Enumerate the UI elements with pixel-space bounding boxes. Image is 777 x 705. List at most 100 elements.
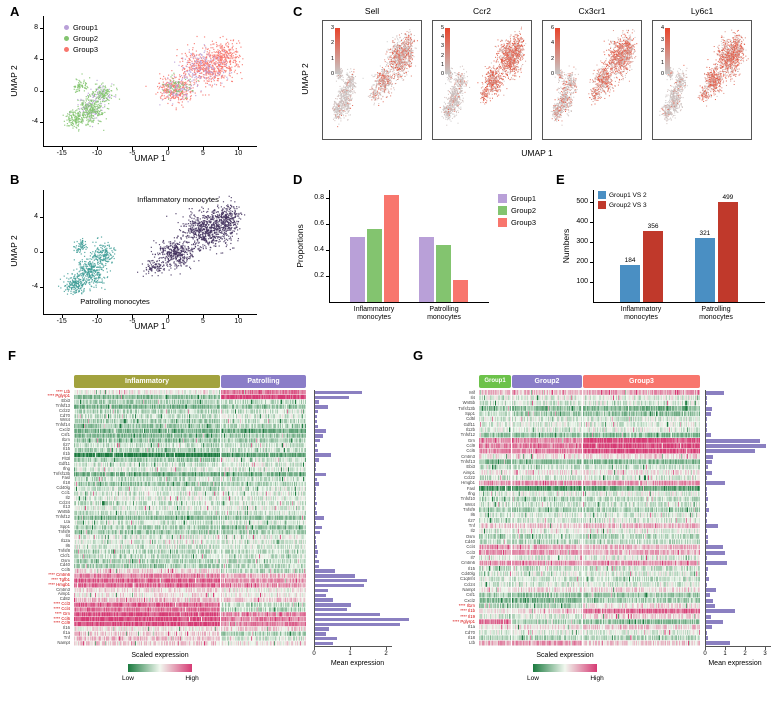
d-cat2-line2: monocytes: [427, 314, 461, 321]
mean-bar-f: [315, 617, 409, 622]
e-cat2-line2: monocytes: [699, 314, 733, 321]
f-legend-low-label: Low: [122, 675, 134, 682]
gene-label-f: Flt3l: [61, 456, 70, 462]
mean-bar-f: [315, 410, 318, 414]
d-legend-item-group1: Group1: [498, 194, 536, 203]
gene-label-f: Osm: [60, 557, 70, 563]
gene-label-g: Spp1: [464, 410, 475, 416]
mean-tick-g: [725, 647, 726, 650]
mean-bar-g: [706, 508, 709, 512]
gene-label-f: Wnt5b: [57, 509, 70, 515]
mean-tick-f: [350, 647, 351, 650]
colorbar-tick-label: 4: [440, 34, 444, 41]
mean-bar-f: [315, 593, 326, 597]
mean-bar-f: [315, 516, 324, 520]
colorbar-tick-label: 2: [440, 52, 444, 59]
mean-bar-f: [315, 448, 318, 453]
y-tick: [326, 197, 329, 199]
gene-label-f: Tnf: [63, 634, 70, 640]
y-tick-label: 0: [34, 86, 38, 94]
mean-tick-g: [765, 647, 766, 650]
gene-label-f: Ccl1: [61, 489, 70, 495]
g-header-group2: Group2: [512, 375, 582, 388]
mean-bar-f: [315, 540, 317, 544]
mean-bar-f: [315, 439, 321, 443]
d-legend-item-group3: Group3: [498, 218, 536, 227]
gene-label-f: Il18: [63, 480, 70, 486]
gene-label-g: Osm: [465, 533, 475, 539]
mean-tick-label-f: 1: [348, 651, 352, 657]
d-bar-group2: [366, 229, 382, 302]
mean-bar-f: [315, 632, 326, 636]
x-tick-label: -15: [56, 150, 67, 157]
mean-bar-g: [706, 465, 708, 470]
mean-tick-f: [386, 647, 387, 650]
gene-label-g: Cxcl2: [464, 597, 475, 603]
mean-bar-f: [315, 564, 319, 568]
feature-title-ccr2: Ccr2: [473, 6, 491, 16]
gene-label-f: Aimp1: [57, 591, 70, 597]
panel-label-a: A: [10, 4, 20, 19]
colorbar-tick-label: 3: [660, 36, 664, 43]
gene-label-g: Csf1: [466, 592, 475, 598]
mean-bar-f: [315, 434, 323, 438]
gene-label-g: Ccl6: [466, 448, 475, 454]
c-xlabel: UMAP 1: [521, 148, 553, 158]
y-tick-label: 0.8: [314, 193, 324, 201]
mean-bar-f: [315, 554, 318, 559]
d-category-inflammatory: Inflammatory monocytes: [334, 306, 414, 322]
y-tick-label: -4: [31, 118, 38, 126]
heatmap-f-canvas: [74, 390, 306, 646]
mean-axis-bottom-f: [314, 646, 392, 647]
colorbar-tick-label: 1: [330, 55, 334, 62]
mean-bar-g: [706, 449, 755, 454]
mean-bar-g: [706, 540, 708, 544]
e-bar-value: 321: [699, 229, 711, 237]
gene-label-g: Tnfsf9: [463, 506, 475, 512]
d-legend-label-group2: Group2: [511, 206, 537, 215]
y-tick: [40, 59, 43, 61]
mean-tick-g: [745, 647, 746, 650]
x-tick: [203, 315, 204, 318]
mean-bar-g: [706, 417, 707, 422]
mean-bar-f: [315, 550, 318, 554]
mean-bar-f: [315, 535, 316, 540]
e-cat1-line1: Inflammatory: [620, 306, 662, 313]
gene-label-g: Il12b: [465, 426, 475, 432]
mean-bar-f: [315, 453, 332, 457]
e-legend-label-1: Group1 VS 2: [609, 191, 647, 199]
gene-label-f: **** Cmtm6: [48, 572, 70, 578]
mean-bar-f: [315, 588, 328, 593]
mean-bar-f: [315, 472, 326, 477]
gene-label-f: **** Ccl9: [53, 620, 70, 626]
mean-bar-f: [315, 559, 320, 564]
y-tick: [40, 216, 43, 218]
y-tick: [590, 222, 593, 223]
gene-label-g: Il1a: [468, 624, 475, 630]
x-tick: [97, 147, 98, 150]
gene-label-g: **** Il19: [460, 613, 475, 619]
mean-bar-f: [315, 482, 320, 486]
f-mean-expression-label: Mean expression: [330, 660, 385, 667]
gene-label-g: Wnt5b: [462, 400, 475, 406]
x-tick: [132, 147, 134, 150]
colorbar-tick-label: 0: [660, 71, 664, 77]
d-bar-group3: [453, 279, 469, 302]
gene-label-f: Tnfsf13b: [53, 470, 70, 476]
panel-label-g: G: [413, 348, 424, 363]
gene-label-f: Wnt4: [59, 417, 70, 423]
y-tick-label: 500: [576, 198, 588, 205]
e-category-inflammatory: Inflammatory monocytes: [601, 306, 681, 322]
mean-bar-f: [315, 627, 330, 631]
mean-bar-g: [706, 630, 707, 635]
f-header-inflammatory: Inflammatory: [74, 375, 220, 388]
y-tick: [590, 242, 593, 243]
colorbar-tick-label: 5: [440, 25, 444, 31]
x-tick: [238, 147, 240, 150]
gene-label-g: Ccl9: [466, 442, 475, 448]
colorbar-tick-label: 4: [550, 40, 554, 47]
e-bar: [717, 202, 738, 302]
d-bar-group1: [349, 236, 365, 302]
gene-label-g: Cd40lg: [461, 570, 475, 576]
